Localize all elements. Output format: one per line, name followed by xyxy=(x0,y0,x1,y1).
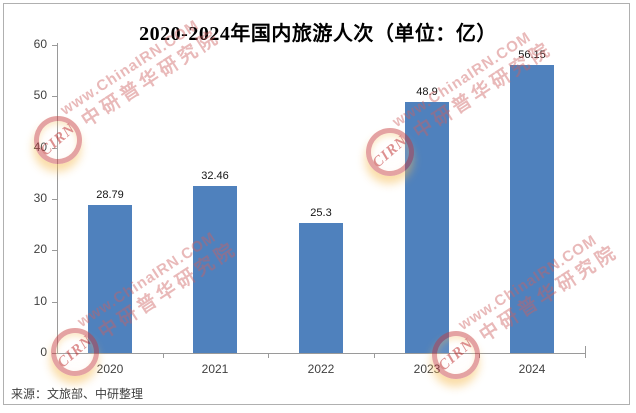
y-tick-label: 40 xyxy=(33,140,47,154)
y-tick xyxy=(52,302,57,303)
x-axis xyxy=(57,353,586,354)
bar-2021 xyxy=(193,186,237,353)
value-label-2021: 32.46 xyxy=(201,170,229,182)
y-axis xyxy=(57,43,58,354)
x-tick-label-2020: 2020 xyxy=(96,362,124,376)
y-tick-label: 60 xyxy=(33,37,47,51)
y-tick xyxy=(52,45,57,46)
x-tick-label-2024: 2024 xyxy=(518,362,546,376)
y-tick-label: 10 xyxy=(33,294,47,308)
y-tick-label: 20 xyxy=(33,242,47,256)
x-tick xyxy=(268,354,269,358)
x-tick xyxy=(374,354,375,358)
x-tick-label-2022: 2022 xyxy=(307,362,335,376)
bar-2020 xyxy=(88,205,132,353)
value-label-2023: 48.9 xyxy=(416,86,438,98)
source-note: 来源：文旅部、中研整理 xyxy=(11,387,144,401)
bar-2022 xyxy=(299,223,343,353)
value-label-2024: 56.15 xyxy=(518,49,546,61)
bar-2023 xyxy=(405,102,449,353)
x-tick-label-2023: 2023 xyxy=(413,362,441,376)
x-axis-end-tick xyxy=(585,346,586,353)
x-tick xyxy=(585,354,586,358)
y-tick-label: 50 xyxy=(33,88,47,102)
y-tick xyxy=(52,148,57,149)
y-tick xyxy=(52,199,57,200)
bar-2024 xyxy=(510,65,554,353)
y-tick xyxy=(52,96,57,97)
y-tick-label: 0 xyxy=(40,345,47,359)
value-label-2022: 25.3 xyxy=(310,207,332,219)
value-label-2020: 28.79 xyxy=(96,189,124,201)
chart-title: 2020-2024年国内旅游人次（单位：亿） xyxy=(139,23,497,45)
y-tick-label: 30 xyxy=(33,191,47,205)
x-tick xyxy=(163,354,164,358)
x-tick-label-2021: 2021 xyxy=(201,362,229,376)
x-tick xyxy=(479,354,480,358)
y-tick xyxy=(52,353,57,354)
y-tick xyxy=(52,250,57,251)
